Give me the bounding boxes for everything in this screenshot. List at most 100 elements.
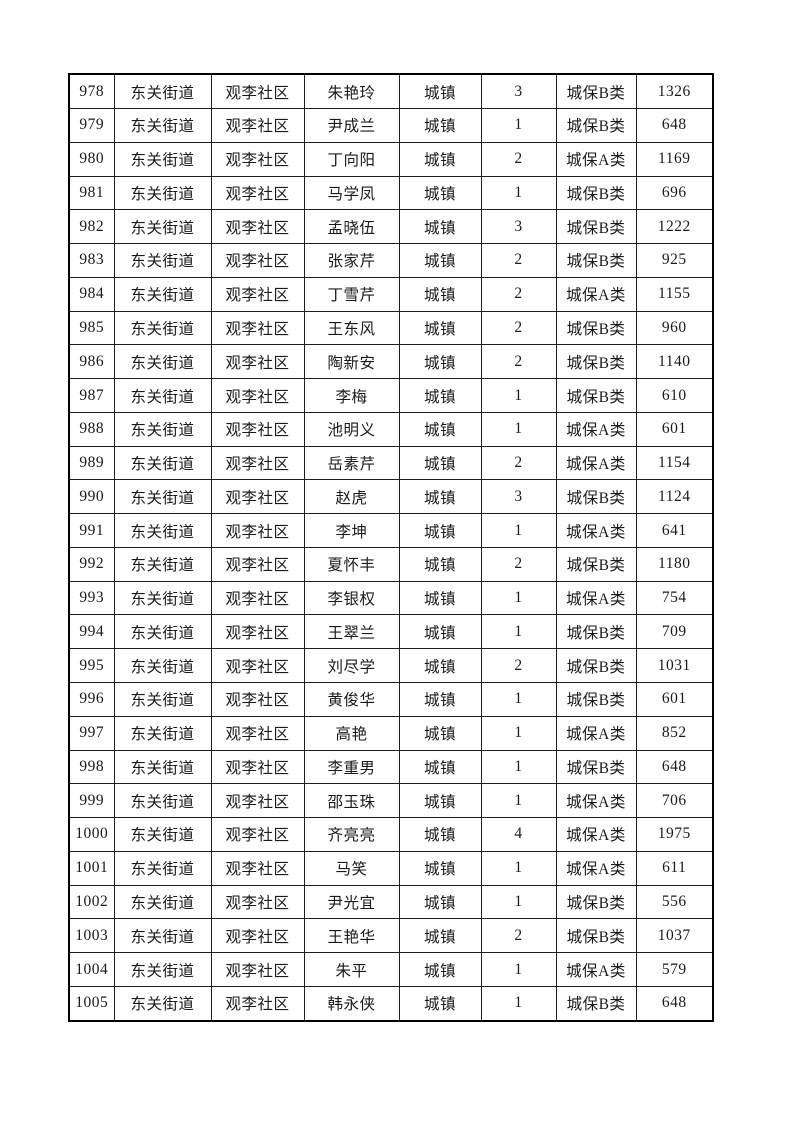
person-name-cell: 朱平 bbox=[303, 952, 400, 987]
serial-number-cell: 985 bbox=[68, 310, 115, 346]
residence-type-cell: 城镇 bbox=[398, 749, 482, 785]
amount-cell: 709 bbox=[635, 614, 714, 650]
insurance-category-cell: 城保A类 bbox=[555, 141, 637, 177]
table-row: 994 东关街道 观李社区 王翠兰 城镇 1 城保B类 709 bbox=[68, 614, 714, 650]
community-cell: 观李社区 bbox=[210, 817, 305, 852]
table-row: 983 东关街道 观李社区 张家芹 城镇 2 城保B类 925 bbox=[68, 243, 714, 278]
serial-number-cell: 999 bbox=[68, 783, 115, 819]
serial-number-cell: 1001 bbox=[68, 850, 115, 886]
residence-type-cell: 城镇 bbox=[398, 682, 482, 717]
person-name-cell: 丁向阳 bbox=[303, 141, 400, 177]
community-cell: 观李社区 bbox=[210, 918, 305, 954]
table-row: 978 东关街道 观李社区 朱艳玲 城镇 3 城保B类 1326 bbox=[68, 73, 714, 109]
person-name-cell: 池明义 bbox=[303, 411, 400, 447]
community-cell: 观李社区 bbox=[210, 648, 305, 684]
serial-number-cell: 990 bbox=[68, 479, 115, 515]
table-row: 992 东关街道 观李社区 夏怀丰 城镇 2 城保B类 1180 bbox=[68, 546, 714, 582]
person-count-cell: 2 bbox=[480, 546, 557, 582]
street-cell: 东关街道 bbox=[113, 243, 212, 278]
residence-type-cell: 城镇 bbox=[398, 411, 482, 447]
table-row: 1003 东关街道 观李社区 王艳华 城镇 2 城保B类 1037 bbox=[68, 918, 714, 954]
amount-cell: 641 bbox=[635, 513, 714, 548]
insurance-category-cell: 城保B类 bbox=[555, 243, 637, 278]
community-cell: 观李社区 bbox=[210, 850, 305, 886]
amount-cell: 601 bbox=[635, 411, 714, 447]
residence-type-cell: 城镇 bbox=[398, 715, 482, 751]
person-count-cell: 1 bbox=[480, 985, 557, 1022]
table-row: 984 东关街道 观李社区 丁雪芹 城镇 2 城保A类 1155 bbox=[68, 276, 714, 312]
street-cell: 东关街道 bbox=[113, 513, 212, 548]
table-row: 979 东关街道 观李社区 尹成兰 城镇 1 城保B类 648 bbox=[68, 108, 714, 143]
table-row: 1002 东关街道 观李社区 尹光宜 城镇 1 城保B类 556 bbox=[68, 884, 714, 920]
street-cell: 东关街道 bbox=[113, 73, 212, 109]
serial-number-cell: 997 bbox=[68, 715, 115, 751]
person-count-cell: 1 bbox=[480, 749, 557, 785]
community-cell: 观李社区 bbox=[210, 344, 305, 380]
street-cell: 东关街道 bbox=[113, 411, 212, 447]
amount-cell: 601 bbox=[635, 682, 714, 717]
serial-number-cell: 989 bbox=[68, 445, 115, 481]
serial-number-cell: 983 bbox=[68, 243, 115, 278]
community-cell: 观李社区 bbox=[210, 546, 305, 582]
residence-type-cell: 城镇 bbox=[398, 952, 482, 987]
insurance-category-cell: 城保A类 bbox=[555, 850, 637, 886]
person-name-cell: 马学凤 bbox=[303, 175, 400, 211]
insurance-category-cell: 城保B类 bbox=[555, 378, 637, 413]
person-name-cell: 尹光宜 bbox=[303, 884, 400, 920]
person-name-cell: 岳素芹 bbox=[303, 445, 400, 481]
insurance-category-cell: 城保B类 bbox=[555, 614, 637, 650]
community-cell: 观李社区 bbox=[210, 580, 305, 616]
insurance-category-cell: 城保A类 bbox=[555, 580, 637, 616]
residence-type-cell: 城镇 bbox=[398, 141, 482, 177]
person-name-cell: 刘尽学 bbox=[303, 648, 400, 684]
serial-number-cell: 992 bbox=[68, 546, 115, 582]
insurance-category-cell: 城保A类 bbox=[555, 783, 637, 819]
community-cell: 观李社区 bbox=[210, 783, 305, 819]
street-cell: 东关街道 bbox=[113, 783, 212, 819]
person-name-cell: 王东风 bbox=[303, 310, 400, 346]
street-cell: 东关街道 bbox=[113, 682, 212, 717]
person-count-cell: 1 bbox=[480, 411, 557, 447]
amount-cell: 852 bbox=[635, 715, 714, 751]
insurance-category-cell: 城保B类 bbox=[555, 749, 637, 785]
serial-number-cell: 986 bbox=[68, 344, 115, 380]
person-name-cell: 张家芹 bbox=[303, 243, 400, 278]
person-name-cell: 丁雪芹 bbox=[303, 276, 400, 312]
residence-type-cell: 城镇 bbox=[398, 513, 482, 548]
residence-type-cell: 城镇 bbox=[398, 108, 482, 143]
community-cell: 观李社区 bbox=[210, 310, 305, 346]
community-cell: 观李社区 bbox=[210, 513, 305, 548]
residence-type-cell: 城镇 bbox=[398, 378, 482, 413]
amount-cell: 610 bbox=[635, 378, 714, 413]
table-row: 1000 东关街道 观李社区 齐亮亮 城镇 4 城保A类 1975 bbox=[68, 817, 714, 852]
amount-cell: 696 bbox=[635, 175, 714, 211]
person-count-cell: 4 bbox=[480, 817, 557, 852]
serial-number-cell: 991 bbox=[68, 513, 115, 548]
table-row: 995 东关街道 观李社区 刘尽学 城镇 2 城保B类 1031 bbox=[68, 648, 714, 684]
residence-type-cell: 城镇 bbox=[398, 783, 482, 819]
person-count-cell: 1 bbox=[480, 884, 557, 920]
person-count-cell: 1 bbox=[480, 952, 557, 987]
residence-type-cell: 城镇 bbox=[398, 209, 482, 245]
insurance-category-cell: 城保A类 bbox=[555, 276, 637, 312]
community-cell: 观李社区 bbox=[210, 952, 305, 987]
community-cell: 观李社区 bbox=[210, 985, 305, 1022]
person-name-cell: 齐亮亮 bbox=[303, 817, 400, 852]
person-name-cell: 王翠兰 bbox=[303, 614, 400, 650]
community-cell: 观李社区 bbox=[210, 243, 305, 278]
community-cell: 观李社区 bbox=[210, 614, 305, 650]
residence-type-cell: 城镇 bbox=[398, 817, 482, 852]
community-cell: 观李社区 bbox=[210, 715, 305, 751]
person-count-cell: 1 bbox=[480, 783, 557, 819]
person-count-cell: 2 bbox=[480, 445, 557, 481]
serial-number-cell: 984 bbox=[68, 276, 115, 312]
amount-cell: 1124 bbox=[635, 479, 714, 515]
insurance-category-cell: 城保A类 bbox=[555, 513, 637, 548]
person-count-cell: 3 bbox=[480, 209, 557, 245]
person-name-cell: 陶新安 bbox=[303, 344, 400, 380]
table-row: 981 东关街道 观李社区 马学凤 城镇 1 城保B类 696 bbox=[68, 175, 714, 211]
amount-cell: 1031 bbox=[635, 648, 714, 684]
insurance-category-cell: 城保B类 bbox=[555, 884, 637, 920]
person-count-cell: 1 bbox=[480, 378, 557, 413]
community-cell: 观李社区 bbox=[210, 682, 305, 717]
